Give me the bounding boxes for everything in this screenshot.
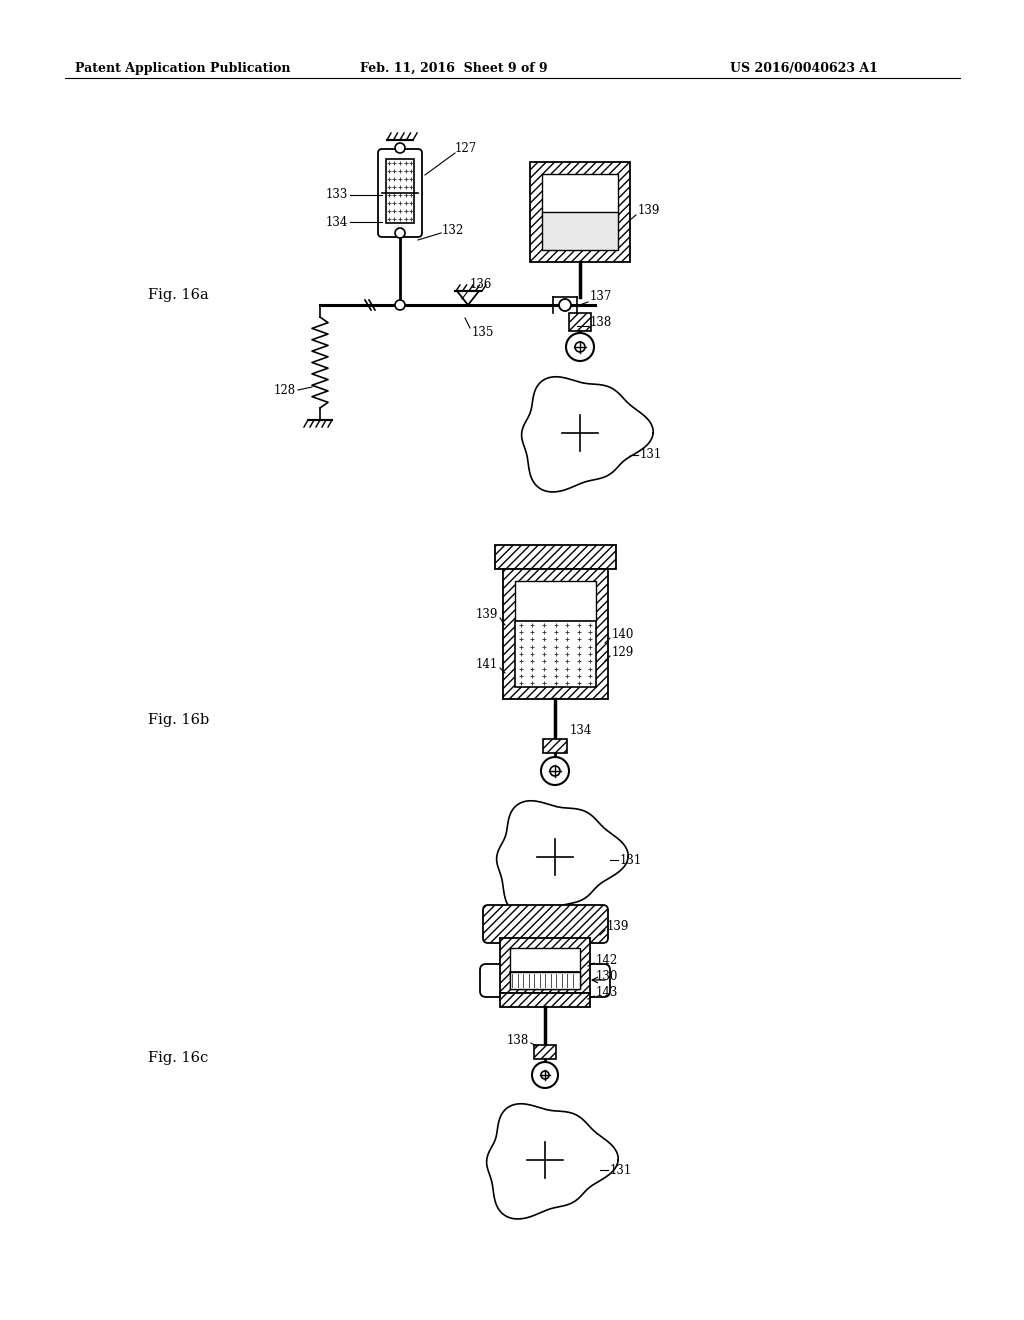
Text: 134: 134 <box>326 215 348 228</box>
Text: 129: 129 <box>612 647 634 660</box>
Text: 136: 136 <box>470 279 493 292</box>
Bar <box>542 213 618 249</box>
Circle shape <box>550 766 560 776</box>
Text: 138: 138 <box>507 1034 529 1047</box>
Text: Fig. 16a: Fig. 16a <box>148 288 209 302</box>
Circle shape <box>395 228 406 238</box>
Text: Feb. 11, 2016  Sheet 9 of 9: Feb. 11, 2016 Sheet 9 of 9 <box>360 62 548 75</box>
Text: 134: 134 <box>570 723 592 737</box>
Text: 131: 131 <box>620 854 642 866</box>
Bar <box>500 993 590 1007</box>
Text: Patent Application Publication: Patent Application Publication <box>75 62 291 75</box>
Text: 138: 138 <box>590 315 612 329</box>
Circle shape <box>532 1063 558 1088</box>
Text: 143: 143 <box>596 986 618 999</box>
Bar <box>503 569 608 700</box>
Text: 135: 135 <box>472 326 495 338</box>
Bar <box>510 948 580 972</box>
Bar <box>542 174 618 218</box>
FancyBboxPatch shape <box>480 964 610 997</box>
Bar <box>500 939 590 993</box>
Circle shape <box>541 1071 549 1078</box>
Text: 131: 131 <box>610 1163 632 1176</box>
Polygon shape <box>457 290 479 305</box>
Text: 131: 131 <box>640 449 663 462</box>
Text: 133: 133 <box>326 189 348 202</box>
Polygon shape <box>521 376 653 492</box>
Text: 141: 141 <box>476 659 498 672</box>
Bar <box>510 972 580 989</box>
Bar <box>569 313 591 331</box>
Text: 139: 139 <box>607 920 630 932</box>
Text: Fig. 16c: Fig. 16c <box>148 1051 208 1065</box>
Circle shape <box>559 300 571 312</box>
Polygon shape <box>486 1104 618 1218</box>
Circle shape <box>575 342 585 352</box>
Circle shape <box>395 300 406 310</box>
Bar <box>386 158 414 223</box>
Text: 139: 139 <box>475 609 498 622</box>
Circle shape <box>395 143 406 153</box>
Text: 140: 140 <box>612 628 635 642</box>
Bar <box>543 739 567 752</box>
Bar <box>515 581 596 620</box>
Text: 137: 137 <box>590 290 612 304</box>
Bar <box>515 620 596 686</box>
Circle shape <box>541 756 569 785</box>
Text: 130: 130 <box>596 970 618 983</box>
FancyBboxPatch shape <box>483 906 608 942</box>
Circle shape <box>566 333 594 360</box>
Bar <box>530 162 630 261</box>
Text: 139: 139 <box>638 203 660 216</box>
FancyBboxPatch shape <box>378 149 422 238</box>
Text: 132: 132 <box>442 223 464 236</box>
Bar <box>495 545 616 569</box>
Text: US 2016/0040623 A1: US 2016/0040623 A1 <box>730 62 878 75</box>
Text: 127: 127 <box>455 141 477 154</box>
Text: 128: 128 <box>273 384 296 396</box>
Bar <box>510 972 580 989</box>
Text: Fig. 16b: Fig. 16b <box>148 713 209 727</box>
Text: 142: 142 <box>596 953 618 966</box>
Bar <box>534 1045 556 1059</box>
Polygon shape <box>497 801 628 916</box>
